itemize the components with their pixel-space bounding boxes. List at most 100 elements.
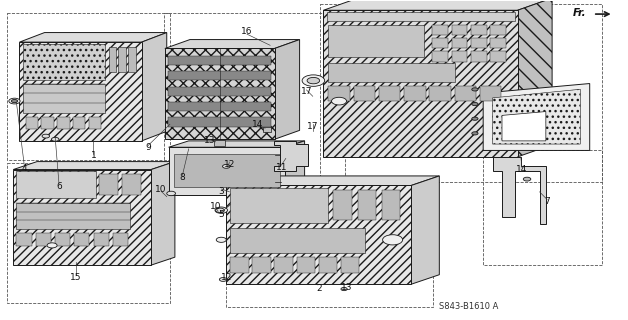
- Polygon shape: [13, 170, 151, 265]
- Polygon shape: [483, 84, 590, 150]
- Bar: [296, 257, 315, 273]
- Bar: [490, 25, 506, 35]
- Polygon shape: [19, 33, 167, 42]
- Polygon shape: [19, 42, 142, 141]
- Bar: [7, 13, 170, 160]
- Polygon shape: [23, 84, 105, 113]
- Text: 13: 13: [204, 136, 216, 145]
- Bar: [490, 51, 506, 61]
- Polygon shape: [323, 10, 517, 157]
- Bar: [471, 38, 487, 48]
- Bar: [471, 51, 487, 61]
- Text: 10: 10: [155, 185, 167, 194]
- Polygon shape: [502, 112, 546, 141]
- Text: 10: 10: [210, 202, 222, 211]
- Circle shape: [472, 132, 478, 135]
- Text: 5: 5: [219, 210, 224, 219]
- Polygon shape: [169, 147, 284, 195]
- Text: 11: 11: [276, 163, 287, 172]
- Bar: [7, 163, 170, 303]
- Bar: [119, 47, 126, 72]
- Bar: [73, 117, 85, 129]
- Bar: [94, 233, 109, 246]
- Bar: [452, 25, 467, 35]
- Polygon shape: [517, 0, 552, 157]
- Bar: [430, 86, 451, 101]
- Text: 13: 13: [341, 283, 352, 292]
- Bar: [109, 47, 116, 72]
- Bar: [230, 257, 249, 273]
- Bar: [26, 117, 38, 129]
- Circle shape: [472, 88, 478, 91]
- Circle shape: [341, 287, 347, 291]
- Polygon shape: [214, 140, 225, 146]
- Polygon shape: [16, 171, 96, 198]
- Text: 8: 8: [180, 173, 185, 182]
- Bar: [452, 38, 467, 48]
- Text: 14: 14: [252, 120, 263, 129]
- Bar: [354, 86, 375, 101]
- Circle shape: [307, 77, 320, 84]
- Polygon shape: [169, 141, 305, 147]
- Text: 4: 4: [22, 164, 28, 173]
- Bar: [99, 174, 118, 196]
- Bar: [327, 12, 514, 20]
- Text: S843-B1610 A: S843-B1610 A: [440, 302, 499, 311]
- Circle shape: [222, 164, 230, 168]
- Bar: [382, 190, 400, 220]
- Polygon shape: [492, 89, 580, 144]
- Bar: [357, 190, 376, 220]
- Bar: [55, 233, 70, 246]
- Text: 12: 12: [220, 273, 232, 282]
- Bar: [432, 25, 448, 35]
- Polygon shape: [328, 25, 425, 57]
- Text: 9: 9: [145, 143, 151, 152]
- Circle shape: [332, 97, 347, 105]
- Bar: [455, 86, 476, 101]
- Bar: [319, 257, 337, 273]
- Text: 2: 2: [317, 284, 322, 292]
- Circle shape: [523, 177, 531, 181]
- Text: 17: 17: [307, 122, 318, 131]
- Bar: [432, 51, 448, 61]
- Circle shape: [47, 243, 57, 248]
- Bar: [404, 86, 426, 101]
- Polygon shape: [13, 162, 175, 170]
- Circle shape: [51, 137, 59, 141]
- Text: 17: 17: [301, 87, 312, 96]
- Bar: [226, 182, 433, 307]
- Bar: [57, 117, 70, 129]
- Circle shape: [11, 100, 18, 103]
- Bar: [168, 56, 271, 65]
- Polygon shape: [274, 40, 300, 139]
- Bar: [480, 86, 501, 101]
- Polygon shape: [226, 176, 440, 186]
- Bar: [74, 233, 89, 246]
- Polygon shape: [230, 188, 328, 223]
- Polygon shape: [263, 126, 271, 132]
- Text: 7: 7: [544, 197, 550, 206]
- Polygon shape: [284, 141, 305, 195]
- Text: 3: 3: [219, 187, 224, 196]
- Circle shape: [9, 98, 20, 104]
- Bar: [173, 154, 279, 187]
- Bar: [328, 86, 350, 101]
- Bar: [379, 86, 400, 101]
- Bar: [113, 233, 128, 246]
- Bar: [252, 257, 271, 273]
- Circle shape: [215, 208, 224, 212]
- Bar: [168, 87, 271, 96]
- Polygon shape: [226, 186, 411, 284]
- Polygon shape: [23, 44, 105, 80]
- Bar: [89, 117, 101, 129]
- Circle shape: [302, 75, 325, 86]
- Polygon shape: [165, 40, 300, 49]
- Circle shape: [215, 207, 227, 213]
- Circle shape: [42, 134, 50, 138]
- Bar: [168, 71, 271, 80]
- Bar: [471, 25, 487, 35]
- Bar: [341, 257, 359, 273]
- Circle shape: [167, 191, 175, 196]
- Bar: [320, 4, 602, 182]
- Bar: [16, 233, 31, 246]
